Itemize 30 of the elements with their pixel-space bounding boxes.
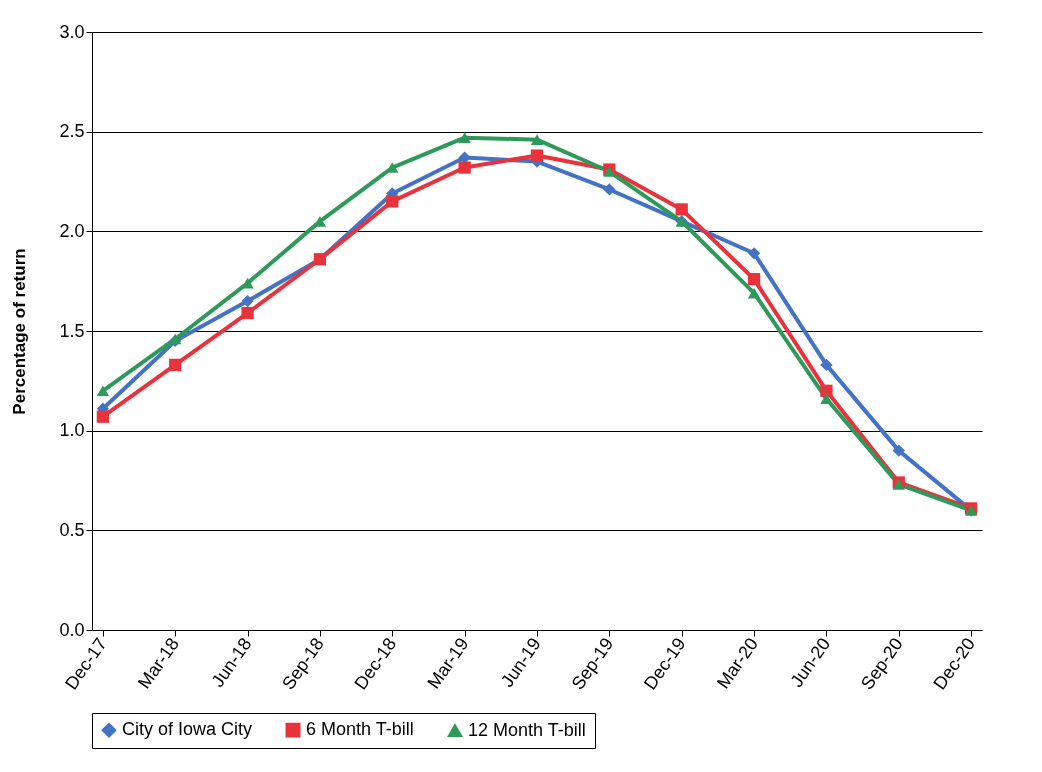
point — [747, 273, 761, 286]
y-tick-label: 1.5 — [59, 320, 85, 341]
legend-label: 12 Month T-bill — [468, 719, 586, 740]
point — [530, 134, 544, 145]
point — [96, 385, 109, 397]
point — [241, 294, 254, 308]
point — [530, 149, 544, 162]
point — [892, 444, 905, 457]
y-tick-label: 0.5 — [59, 519, 85, 540]
point — [675, 203, 688, 216]
point — [96, 410, 109, 423]
y-tick-label: 2.0 — [59, 220, 85, 241]
point — [458, 132, 471, 143]
point — [747, 247, 761, 260]
legend-label: City of Iowa City — [122, 719, 253, 740]
point — [820, 358, 833, 372]
point — [747, 287, 761, 299]
point — [386, 195, 399, 208]
point — [169, 358, 182, 372]
point — [603, 183, 616, 196]
y-tick-label: 1.0 — [59, 420, 85, 441]
y-axis-title: Percentage of return — [10, 248, 30, 415]
point — [820, 384, 833, 397]
point — [241, 306, 254, 320]
y-tick-label: 3.0 — [59, 21, 85, 42]
point — [820, 393, 833, 405]
y-tick-label: 0.0 — [59, 619, 85, 640]
point — [458, 161, 471, 174]
legend-label: 6 Month T-bill — [306, 719, 414, 740]
y-tick-label: 2.5 — [59, 121, 85, 142]
